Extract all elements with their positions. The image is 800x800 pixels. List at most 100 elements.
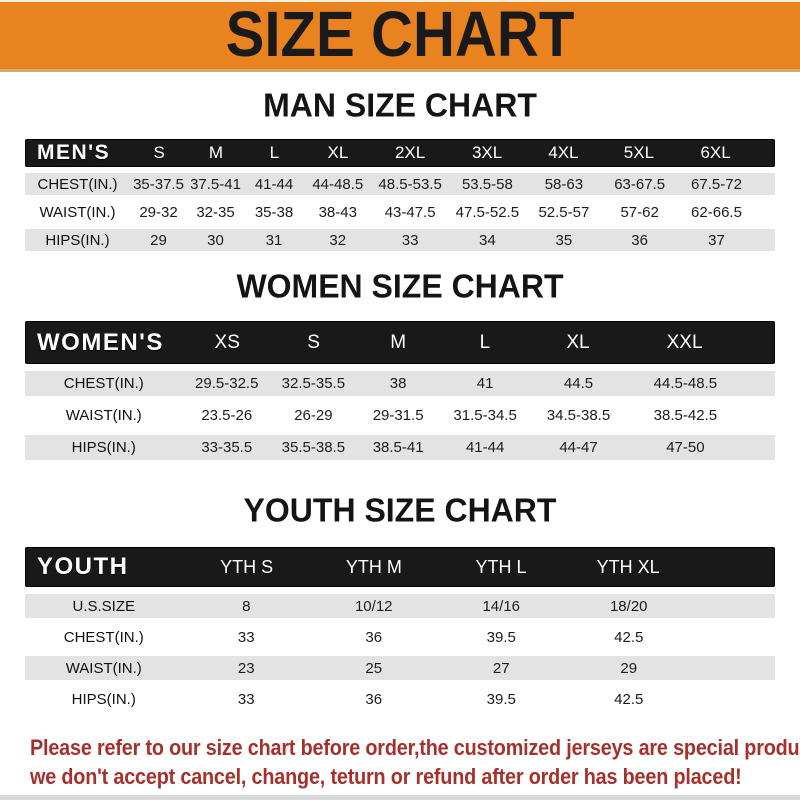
measurement-value: 30 <box>207 231 224 249</box>
measurement-value: 44-48.5 <box>312 175 364 193</box>
measurement-value: 35-38 <box>254 203 294 221</box>
measurement-value: 29-31.5 <box>372 407 424 424</box>
measurement-value: 43-47.5 <box>384 203 436 221</box>
section-women: WOMEN SIZE CHART WOMEN'S XS S M L XL XXL CHEST(… <box>0 267 800 460</box>
measurement-value: 29 <box>620 659 638 677</box>
measurement-value: 47.5-52.5 <box>455 203 520 221</box>
measurement-row-label: CHEST(IN.) <box>63 628 144 646</box>
size-column-header: S <box>307 331 320 353</box>
measurement-value: 33 <box>401 231 419 249</box>
size-column-header: YTH L <box>475 556 527 577</box>
measurement-value: 52.5-57 <box>538 203 590 221</box>
measurement-value: 8 <box>242 597 251 615</box>
size-column-header: M <box>208 143 224 162</box>
man-size-table: MEN'S S M L XL 2XL 3XL 4XL 5XL 6XL CHEST(IN.) 35-37… <box>25 139 775 251</box>
bottom-edge-strip <box>0 795 800 800</box>
footer-note-line-2: we don't accept cancel, change, teturn o… <box>30 764 742 789</box>
measurement-value: 29-32 <box>139 203 178 221</box>
measurement-value: 63-67.5 <box>614 175 666 193</box>
measurement-row-label: WAIST(IN.) <box>39 203 116 221</box>
measurement-value: 36 <box>631 231 648 249</box>
size-column-header: XS <box>214 331 240 353</box>
measurement-value: 23 <box>237 659 255 677</box>
size-column-header: XXL <box>666 331 703 353</box>
size-column-header: YTH M <box>345 556 402 577</box>
measurement-row-label: U.S.SIZE <box>72 597 135 615</box>
measurement-value: 48.5-53.5 <box>378 175 442 193</box>
measurement-value: 32.5-35.5 <box>281 375 346 392</box>
table-row: CHEST(IN.) 33 36 39.5 42.5 <box>25 625 775 649</box>
measurement-value: 32 <box>329 231 347 249</box>
measurement-row-label: HIPS(IN.) <box>71 439 136 456</box>
measurement-row-label: HIPS(IN.) <box>45 231 110 249</box>
measurement-value: 44.5 <box>563 375 594 392</box>
size-column-header: 2XL <box>394 143 426 162</box>
measurement-value: 39.5 <box>486 628 516 646</box>
table-row: U.S.SIZE 8 10/12 14/16 18/20 <box>25 594 775 618</box>
table-group-label: MEN'S <box>37 141 111 164</box>
measurement-row-label: HIPS(IN.) <box>71 690 136 708</box>
footer-note: Please refer to our size chart before or… <box>0 733 800 791</box>
table-row: CHEST(IN.) 29.5-32.5 32.5-35.5 38 41 44.5 44.5… <box>25 371 775 396</box>
measurement-value: 31 <box>265 231 283 249</box>
measurement-value: 29.5-32.5 <box>195 375 259 392</box>
table-row: HIPS(IN.) 29 30 31 32 33 34 35 36 37 <box>25 229 775 251</box>
table-row: HIPS(IN.) 33-35.5 35.5-38.5 38.5-41 41-44 44-… <box>25 435 775 460</box>
measurement-value: 38 <box>389 375 407 392</box>
size-column-header: YTH XL <box>596 556 660 577</box>
measurement-value: 57-62 <box>620 203 659 221</box>
banner: SIZE CHART <box>0 0 800 72</box>
man-section-heading: MAN SIZE CHART <box>263 86 537 124</box>
measurement-value: 67.5-72 <box>691 175 742 193</box>
size-column-header: 3XL <box>471 143 503 162</box>
table-row: CHEST(IN.) 35-37.5 37.5-41 41-44 44-48.5 48.5… <box>25 173 775 195</box>
size-column-header: L <box>269 143 280 162</box>
measurement-row-label: WAIST(IN.) <box>65 407 142 424</box>
measurement-value: 25 <box>365 659 383 677</box>
measurement-value: 32-35 <box>196 203 235 221</box>
measurement-value: 38-43 <box>318 203 357 221</box>
women-size-table: WOMEN'S XS S M L XL XXL CHEST(IN.) 29.5-32.5 32.5… <box>25 321 775 460</box>
measurement-value: 35.5-38.5 <box>281 439 346 456</box>
measurement-value: 47-50 <box>666 439 705 456</box>
measurement-value: 41-44 <box>254 175 294 193</box>
measurement-value: 36 <box>365 690 383 708</box>
measurement-row-label: WAIST(IN.) <box>65 659 142 677</box>
measurement-row-label: CHEST(IN.) <box>37 175 118 193</box>
measurement-value: 42.5 <box>614 690 644 708</box>
measurement-value: 14/16 <box>482 597 521 615</box>
measurement-value: 23.5-26 <box>201 407 253 424</box>
size-column-header: XL <box>566 331 590 353</box>
measurement-value: 27 <box>492 659 510 677</box>
size-column-header: 6XL <box>700 143 731 162</box>
measurement-value: 58-63 <box>544 175 584 193</box>
table-row: WAIST(IN.) 29-32 32-35 35-38 38-43 43-47.5 47.… <box>25 201 775 223</box>
size-column-header: 5XL <box>623 143 655 162</box>
measurement-value: 53.5-58 <box>461 175 513 193</box>
size-column-header: S <box>153 143 165 162</box>
size-column-header: L <box>479 331 491 353</box>
measurement-value: 31.5-34.5 <box>453 407 517 424</box>
measurement-value: 35 <box>555 231 573 249</box>
measurement-value: 38.5-41 <box>372 439 424 456</box>
size-column-header: XL <box>327 143 349 162</box>
measurement-value: 38.5-42.5 <box>653 407 718 424</box>
measurement-value: 42.5 <box>614 628 644 646</box>
measurement-value: 33 <box>237 628 255 646</box>
section-youth: YOUTH SIZE CHART YOUTH YTH S YTH M YTH L YTH… <box>0 491 800 711</box>
table-group-label: YOUTH <box>37 553 129 580</box>
measurement-value: 26-29 <box>294 407 333 424</box>
size-column-header: YTH S <box>220 556 274 577</box>
table-row: HIPS(IN.) 33 36 39.5 42.5 <box>25 687 775 711</box>
measurement-value: 36 <box>365 628 383 646</box>
youth-size-table: YOUTH YTH S YTH M YTH L YTH XL U.S.SIZE 8 10/12… <box>25 547 775 711</box>
measurement-value: 18/20 <box>609 597 648 615</box>
measurement-value: 29 <box>150 231 167 249</box>
measurement-value: 39.5 <box>486 690 516 708</box>
measurement-value: 37 <box>708 231 725 249</box>
banner-title: SIZE CHART <box>225 0 575 71</box>
measurement-value: 10/12 <box>354 597 393 615</box>
footer-note-line-1: Please refer to our size chart before or… <box>30 735 800 760</box>
measurement-value: 41 <box>476 375 494 392</box>
